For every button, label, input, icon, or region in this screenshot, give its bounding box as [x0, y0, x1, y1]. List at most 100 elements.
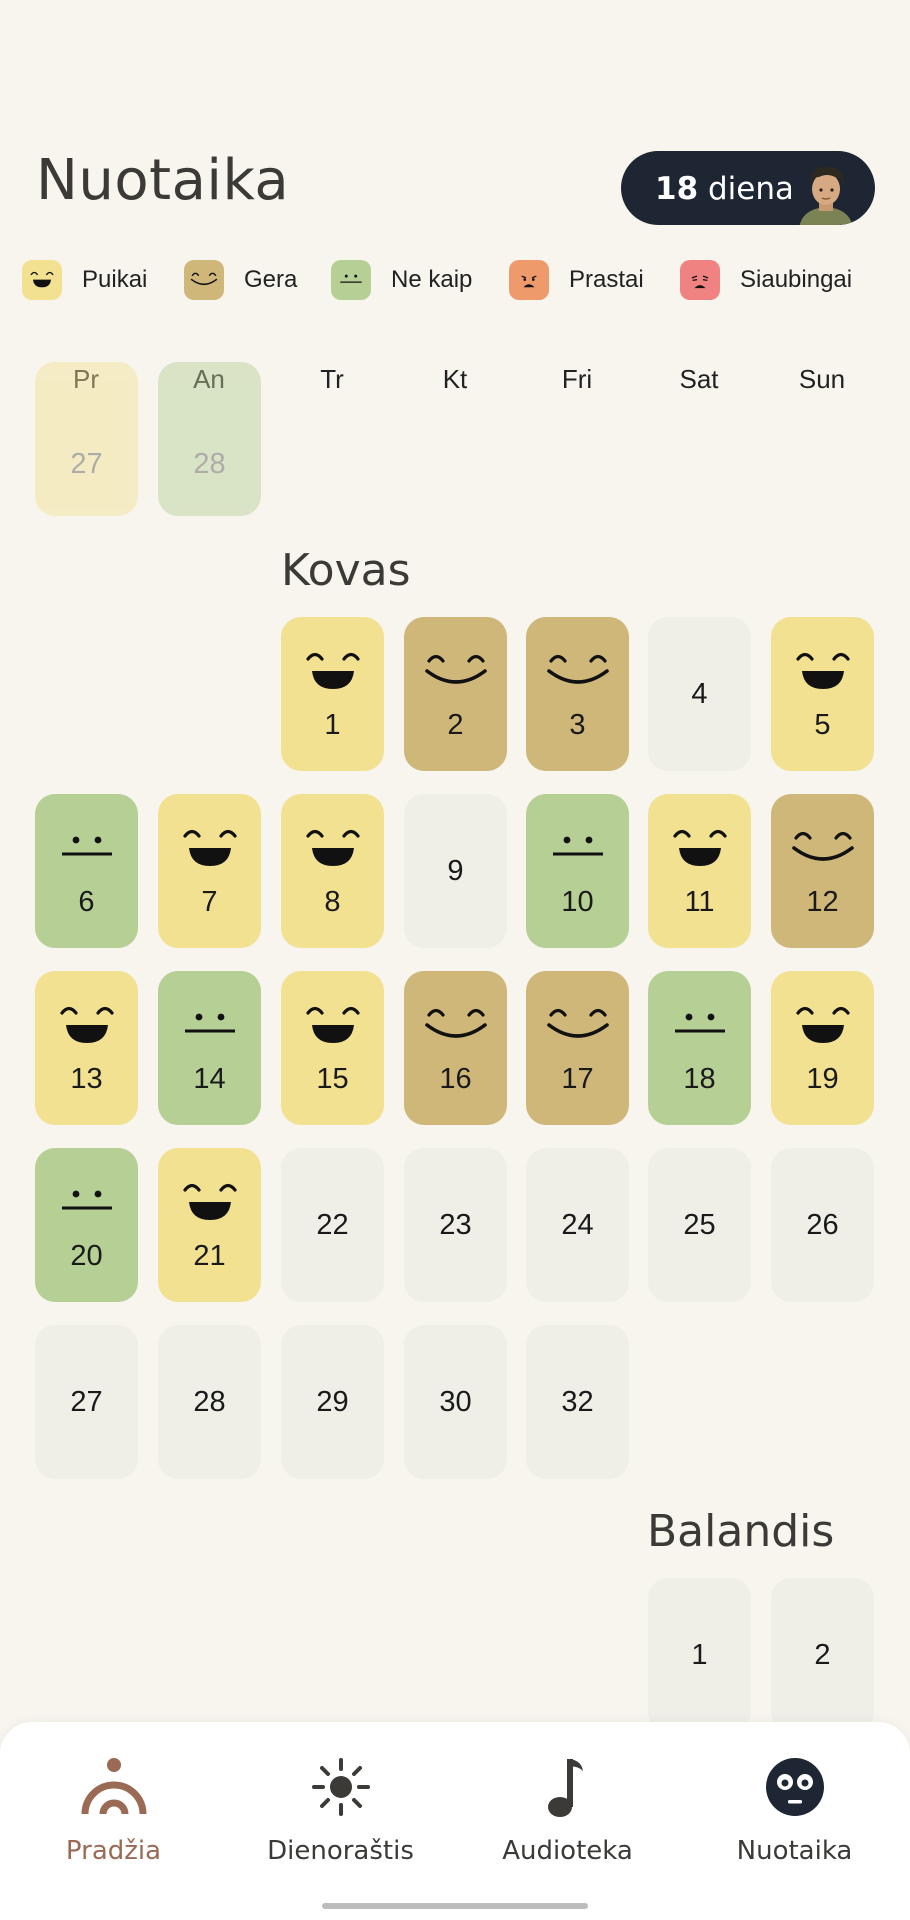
calendar-day[interactable]: 13	[35, 971, 138, 1125]
legend-label: Prastai	[569, 266, 644, 293]
legend-label: Puikai	[82, 266, 148, 293]
calendar-day[interactable]: 2	[771, 1578, 874, 1732]
day-number: 6	[78, 885, 95, 918]
calendar-day[interactable]: 18	[648, 971, 751, 1125]
calendar-day[interactable]: 28	[158, 362, 261, 516]
day-number: 20	[70, 1239, 103, 1272]
calendar-day[interactable]: 27	[35, 1325, 138, 1479]
calendar-day[interactable]: 10	[526, 794, 629, 948]
calendar-day[interactable]: 27	[35, 362, 138, 516]
day-number: 7	[201, 885, 218, 918]
day-number: 19	[806, 1062, 839, 1095]
legend-label: Siaubingai	[740, 266, 853, 293]
month-title-march: Kovas	[281, 545, 411, 596]
day-number: 4	[691, 677, 708, 710]
avatar[interactable]	[791, 159, 861, 225]
legend-swatch	[22, 260, 62, 300]
day-number: 29	[316, 1385, 349, 1418]
calendar-day[interactable]: 24	[526, 1148, 629, 1302]
day-number: 27	[70, 447, 103, 480]
home-indicator	[322, 1903, 588, 1909]
calendar-day[interactable]: 30	[404, 1325, 507, 1479]
calendar-day[interactable]: 9	[404, 794, 507, 948]
neutral-icon	[674, 1013, 725, 1032]
tab-audio[interactable]: Audioteka	[454, 1752, 681, 1866]
tab-label: Nuotaika	[736, 1836, 853, 1866]
tab-home[interactable]: Pradžia	[0, 1752, 227, 1866]
legend-label: Ne kaip	[391, 266, 473, 293]
calendar-day[interactable]: 5	[771, 617, 874, 771]
calendar-day[interactable]: 2	[404, 617, 507, 771]
streak-badge[interactable]: 18 diena	[621, 151, 875, 225]
legend-swatch	[509, 260, 549, 300]
day-number: 16	[439, 1062, 472, 1095]
day-number: 10	[561, 885, 594, 918]
calendar-day[interactable]: 19	[771, 971, 874, 1125]
calendar-day[interactable]: 17	[526, 971, 629, 1125]
calendar-day[interactable]: 12	[771, 794, 874, 948]
calendar-day[interactable]: 26	[771, 1148, 874, 1302]
calendar-day[interactable]: 14	[158, 971, 261, 1125]
day-number: 3	[569, 708, 586, 741]
calendar-day[interactable]: 8	[281, 794, 384, 948]
day-number: 15	[316, 1062, 349, 1095]
day-number: 1	[324, 708, 341, 741]
day-number: 14	[193, 1062, 226, 1095]
grin-icon	[795, 1006, 850, 1043]
calendar-day[interactable]: 4	[648, 617, 751, 771]
calendar-day[interactable]: 7	[158, 794, 261, 948]
calendar-day[interactable]: 11	[648, 794, 751, 948]
day-number: 1	[691, 1638, 708, 1671]
weekday-label: Kt	[442, 364, 468, 394]
calendar-day[interactable]: 23	[404, 1148, 507, 1302]
neutral-icon	[340, 274, 362, 283]
legend-swatch	[680, 260, 720, 300]
calendar-day[interactable]: 20	[35, 1148, 138, 1302]
calendar-day[interactable]: 6	[35, 794, 138, 948]
neutral-icon	[61, 1190, 112, 1209]
tab-diary[interactable]: Dienoraštis	[227, 1752, 454, 1866]
page-title: Nuotaika	[36, 148, 290, 213]
sun-icon	[311, 1758, 370, 1816]
grin-icon	[672, 829, 727, 866]
calendar-day[interactable]: 22	[281, 1148, 384, 1302]
sad-icon	[521, 275, 537, 288]
legend-swatch	[331, 260, 371, 300]
day-number: 21	[193, 1239, 226, 1272]
calendar-day[interactable]: 16	[404, 971, 507, 1125]
day-number: 28	[193, 1385, 226, 1418]
day-number: 27	[70, 1385, 103, 1418]
legend-item: Puikai	[22, 258, 147, 302]
day-number: 17	[561, 1062, 594, 1095]
calendar-day[interactable]: 28	[158, 1325, 261, 1479]
tab-label: Audioteka	[502, 1836, 633, 1866]
day-number: 22	[316, 1208, 349, 1241]
day-number: 2	[447, 708, 464, 741]
calendar-day[interactable]: 29	[281, 1325, 384, 1479]
grin-icon	[182, 1183, 237, 1220]
month-title-april: Balandis	[647, 1506, 835, 1557]
smile-icon	[546, 654, 609, 684]
weekday-label: Pr	[73, 364, 99, 394]
weekday-label: Tr	[320, 364, 344, 394]
calendar-day[interactable]: 3	[526, 617, 629, 771]
legend-swatch	[184, 260, 224, 300]
calendar-day[interactable]: 1	[648, 1578, 751, 1732]
legend-label: Gera	[244, 266, 298, 293]
grin-icon	[182, 829, 237, 866]
grin-icon	[305, 652, 360, 689]
calendar-day[interactable]: 1	[281, 617, 384, 771]
neutral-icon	[184, 1013, 235, 1032]
tab-label: Pradžia	[65, 1836, 162, 1866]
home-rainbow-icon	[81, 1758, 146, 1815]
neutral-icon	[61, 836, 112, 855]
grin-icon	[59, 1006, 114, 1043]
calendar-day[interactable]: 32	[526, 1325, 629, 1479]
music-note-icon	[547, 1759, 583, 1817]
weekday-label: An	[193, 364, 225, 394]
calendar-day[interactable]: 21	[158, 1148, 261, 1302]
weekday-label: Sun	[798, 364, 846, 394]
tab-mood[interactable]: Nuotaika	[681, 1752, 908, 1866]
calendar-day[interactable]: 25	[648, 1148, 751, 1302]
calendar-day[interactable]: 15	[281, 971, 384, 1125]
